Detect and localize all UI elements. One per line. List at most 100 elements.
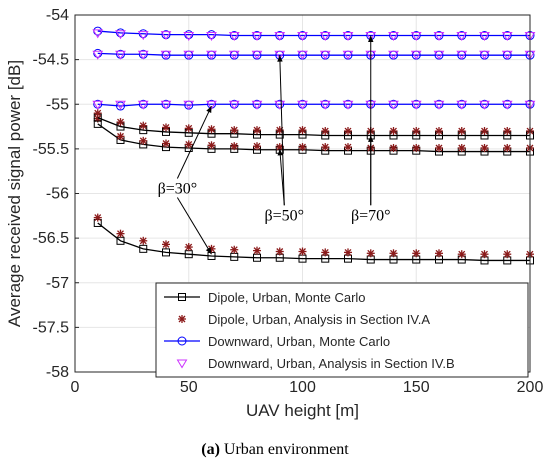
series-3 — [93, 114, 534, 152]
data-point — [160, 100, 172, 110]
data-point — [162, 139, 170, 148]
axis-ticks: 0 50 100 150 200 -58 -57.5 -57 -56.5 -56 -55.5 -55 -… — [33, 7, 544, 396]
series-8 — [93, 48, 535, 60]
data-point — [321, 248, 330, 257]
data-point — [93, 213, 102, 222]
data-point — [162, 248, 170, 257]
legend-entry: Downward, Urban, Monte Carlo — [164, 334, 390, 349]
data-point — [251, 50, 263, 60]
series-10 — [93, 26, 535, 41]
data-point — [319, 100, 331, 110]
data-point — [319, 50, 331, 60]
data-point — [389, 127, 398, 136]
data-point — [501, 32, 513, 41]
data-point — [319, 32, 331, 41]
data-point — [206, 50, 217, 60]
data-point — [298, 143, 307, 152]
data-point — [115, 100, 126, 110]
legend-marker — [176, 359, 188, 369]
data-point — [115, 30, 126, 40]
legend-label: Downward, Urban, Analysis in Section IV.… — [208, 356, 455, 371]
data-point — [139, 236, 148, 245]
data-point — [433, 50, 445, 60]
data-point — [480, 143, 489, 152]
data-point — [480, 250, 489, 259]
y-tick-label: -55 — [46, 96, 69, 113]
data-point — [116, 118, 125, 127]
data-point — [253, 246, 261, 255]
data-point — [456, 50, 468, 60]
legend-label: Dipole, Urban, Monte Carlo — [208, 290, 366, 305]
data-point — [344, 127, 352, 136]
data-point — [206, 32, 217, 41]
x-tick-label: 200 — [517, 379, 544, 396]
data-point — [297, 50, 308, 60]
annotation-arrow — [176, 197, 212, 255]
data-point — [479, 32, 490, 41]
data-point — [457, 127, 466, 136]
data-point — [501, 100, 513, 110]
data-point — [344, 248, 352, 257]
data-point — [116, 101, 125, 111]
data-point — [435, 249, 443, 258]
data-point — [503, 250, 512, 259]
data-point — [116, 132, 125, 141]
data-point — [183, 100, 195, 110]
data-point — [274, 32, 286, 41]
data-point — [342, 50, 354, 60]
caption-text: Urban environment — [223, 441, 349, 458]
data-point — [251, 100, 263, 110]
data-point — [251, 32, 263, 41]
y-tick-label: -57.5 — [33, 319, 70, 336]
data-point — [93, 109, 102, 118]
received-power-chart: β=30° β=50° β=70° 0 50 100 150 200 -58 -57.5 -57 -… — [5, 7, 544, 420]
legend-marker — [177, 336, 187, 346]
annotation-arrowhead — [206, 106, 212, 114]
data-point — [253, 142, 261, 151]
data-point — [433, 32, 445, 41]
annotation-arrowhead — [205, 247, 212, 255]
data-point — [184, 243, 193, 252]
data-point — [366, 249, 375, 258]
y-tick-label: -57 — [46, 275, 69, 292]
data-point — [410, 50, 422, 60]
x-tick-label: 150 — [403, 379, 430, 396]
data-point — [137, 50, 149, 60]
data-point — [501, 50, 513, 60]
annotation-2: β=70° — [351, 35, 391, 224]
data-point — [298, 126, 307, 135]
data-point — [228, 50, 240, 60]
figure-caption: (a) Urban environment — [0, 441, 550, 459]
legend-marker — [178, 315, 186, 323]
data-point — [389, 143, 398, 152]
data-point — [433, 100, 445, 110]
data-point — [388, 50, 399, 60]
data-point — [92, 29, 104, 39]
data-point — [275, 247, 284, 256]
data-point — [253, 126, 261, 135]
annotation-label: β=30° — [158, 181, 198, 198]
data-point — [116, 28, 125, 38]
data-point — [410, 100, 422, 110]
data-point — [184, 140, 193, 149]
data-point — [139, 244, 148, 253]
data-point — [92, 50, 104, 60]
data-point — [116, 229, 125, 238]
y-tick-label: -55.5 — [33, 141, 70, 158]
y-axis-label: Average received signal power [dB] — [5, 60, 24, 327]
annotation-label: β=70° — [351, 207, 391, 224]
annotation-label: β=50° — [265, 207, 305, 224]
data-point — [274, 100, 286, 110]
data-point — [207, 30, 216, 40]
annotation-arrow — [176, 105, 212, 179]
legend-marker — [178, 293, 186, 301]
legend-entry: Dipole, Urban, Monte Carlo — [164, 290, 366, 305]
data-point — [137, 100, 149, 110]
series-7 — [92, 100, 536, 110]
annotation-arrow — [279, 55, 285, 206]
data-point — [162, 123, 170, 132]
data-point — [412, 143, 421, 152]
y-tick-label: -54.5 — [33, 52, 70, 69]
series-4 — [93, 113, 534, 140]
x-tick-label: 100 — [289, 379, 316, 396]
